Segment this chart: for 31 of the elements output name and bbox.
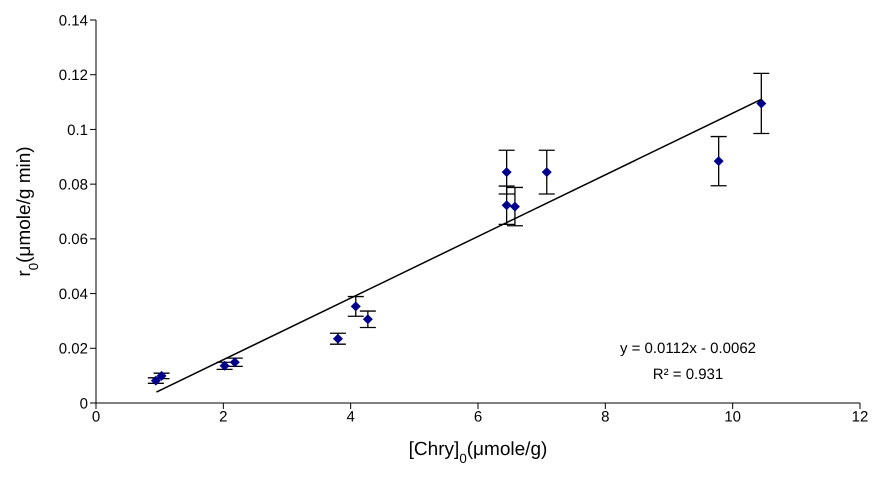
point xyxy=(332,334,343,344)
point xyxy=(714,156,724,166)
x-tick-label: 12 xyxy=(852,408,868,426)
point xyxy=(502,167,512,178)
y-tick-label: 0.02 xyxy=(58,340,88,358)
point xyxy=(156,370,167,381)
point xyxy=(510,202,520,212)
point xyxy=(220,360,230,371)
x-tick-label: 0 xyxy=(92,408,100,426)
point xyxy=(756,98,766,108)
point xyxy=(542,167,552,178)
y-tick-label: 0.08 xyxy=(58,176,88,194)
x-tick-label: 4 xyxy=(346,408,355,426)
annotation: y = 0.0112x - 0.0062 xyxy=(618,339,758,359)
x-axis-title: [Chry]$_{0}$(μmole/g) xyxy=(408,439,548,466)
y-tick-label: 0 xyxy=(80,395,88,412)
point xyxy=(150,376,161,386)
x-tick-label: 10 xyxy=(724,408,742,426)
x-tick-label: 8 xyxy=(601,408,610,426)
x-tick-label: 2 xyxy=(219,408,228,426)
y-tick-label: 0.14 xyxy=(58,12,88,30)
x-tick-label: 6 xyxy=(474,408,482,426)
point xyxy=(502,200,512,210)
y-tick-label: 0.12 xyxy=(58,67,88,84)
y-tick-label: 0.06 xyxy=(58,231,88,248)
point xyxy=(350,301,361,312)
point xyxy=(362,314,373,324)
point xyxy=(230,357,240,368)
y-tick-label: 0.1 xyxy=(67,122,88,139)
annotation: R² = 0.931 xyxy=(652,365,724,385)
y-tick-label: 0.04 xyxy=(58,286,88,303)
